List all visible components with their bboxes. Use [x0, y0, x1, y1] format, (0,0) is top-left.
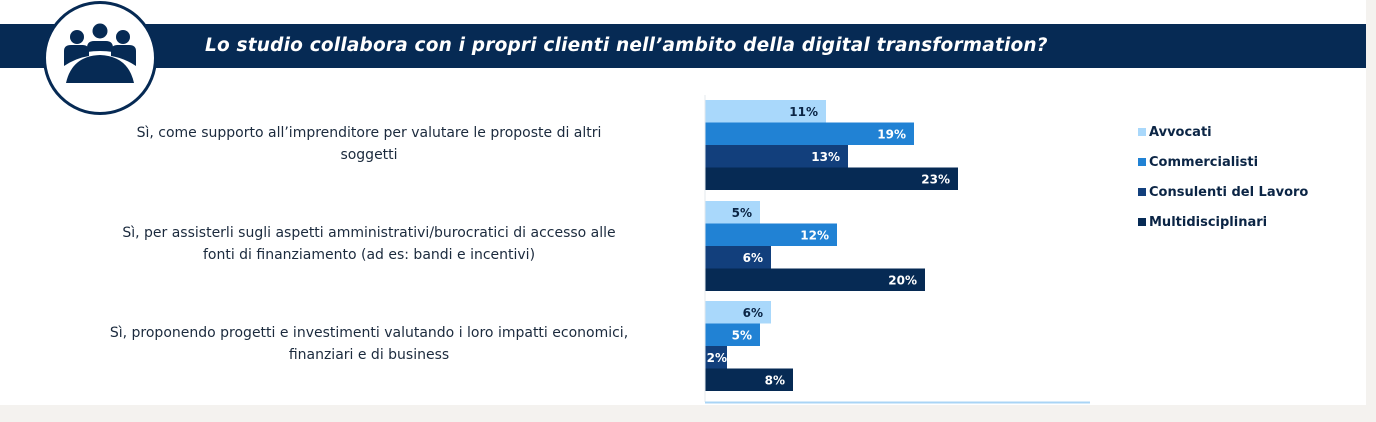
bar-value-label: 8% [765, 373, 785, 387]
bar-value-label: 19% [877, 127, 906, 141]
category-label-line: Sì, per assisterli sugli aspetti amminis… [122, 225, 616, 241]
legend-label: Consulenti del Lavoro [1149, 184, 1309, 200]
legend: Avvocati Commercialisti Consulenti del Lav… [1138, 123, 1308, 243]
meeting-people-icon [43, 1, 157, 115]
bar-consulenti-del-lavoro [705, 145, 848, 168]
legend-label: Multidisciplinari [1149, 214, 1268, 230]
legend-label: Commercialisti [1149, 154, 1259, 170]
bar-value-label: 23% [921, 172, 950, 186]
bar-value-label: 13% [811, 150, 840, 164]
bar-commercialisti [705, 223, 837, 246]
legend-item: Multidisciplinari [1138, 213, 1308, 231]
category-label-line: Sì, proponendo progetti e investimenti v… [109, 325, 629, 341]
category-label-line: Sì, come supporto all’imprenditore per v… [136, 125, 602, 141]
bar-multidisciplinari [705, 268, 925, 291]
bar-value-label: 11% [789, 105, 818, 119]
legend-item: Consulenti del Lavoro [1138, 183, 1308, 201]
legend-item: Commercialisti [1138, 153, 1308, 171]
category-label-line: soggetti [340, 147, 398, 163]
bar-value-label: 2% [707, 351, 727, 365]
category-label: Sì, proponendo progetti e investimenti v… [49, 322, 689, 366]
category-label-line: fonti di finanziamento (ad es: bandi e i… [202, 247, 536, 263]
header-band [0, 24, 1366, 68]
legend-swatch [1138, 158, 1146, 166]
legend-swatch [1138, 218, 1146, 226]
bar-avvocati [705, 301, 771, 324]
legend-label: Avvocati [1149, 124, 1212, 140]
bar-consulenti-del-lavoro [705, 246, 771, 269]
bar-value-label: 6% [743, 251, 763, 265]
bar-commercialisti [705, 323, 760, 346]
bar-avvocati [705, 201, 760, 224]
bar-commercialisti [705, 122, 914, 145]
category-label: Sì, per assisterli sugli aspetti amminis… [49, 222, 689, 266]
legend-swatch [1138, 128, 1146, 136]
bar-multidisciplinari [705, 368, 793, 391]
legend-item: Avvocati [1138, 123, 1308, 141]
bar-value-label: 5% [732, 328, 752, 342]
category-label-line: finanziari e di business [288, 347, 450, 363]
bar-value-label: 5% [732, 206, 752, 220]
meeting-people-glyph [64, 23, 136, 83]
bar-consulenti-del-lavoro [705, 346, 727, 369]
page-title: Lo studio collabora con i propri clienti… [205, 35, 1048, 56]
bar-value-label: 20% [888, 273, 917, 287]
bar-value-label: 12% [800, 228, 829, 242]
bar-avvocati [705, 100, 826, 123]
legend-swatch [1138, 188, 1146, 196]
category-label: Sì, come supporto all’imprenditore per v… [49, 122, 689, 166]
bar-value-label: 6% [743, 306, 763, 320]
bar-multidisciplinari [705, 167, 958, 190]
